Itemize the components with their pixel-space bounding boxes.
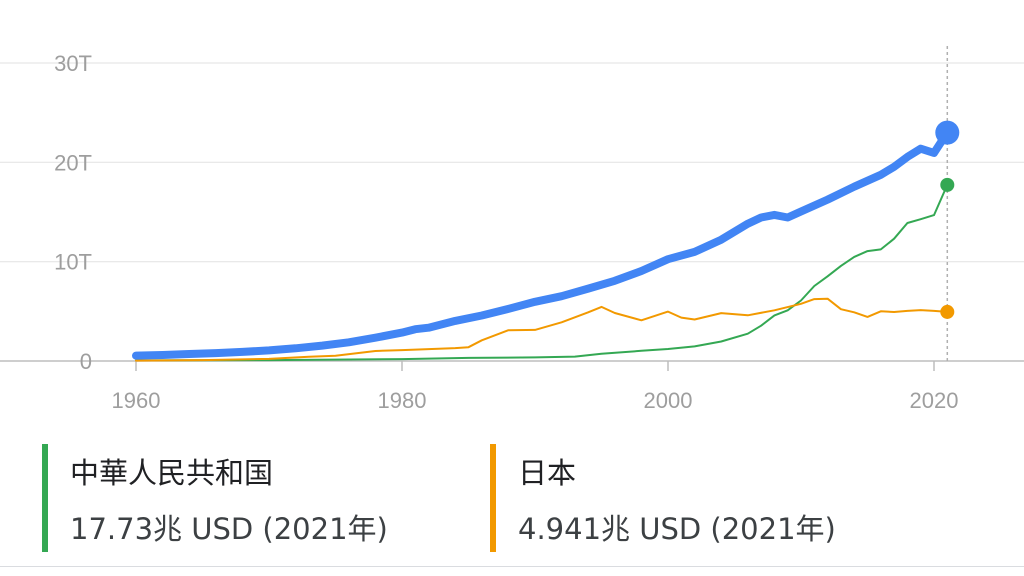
legend-color-bar-japan (490, 444, 496, 552)
legend-value-china: 17.73兆 USD (2021年) (70, 512, 388, 546)
x-tick-label-1980: 1980 (378, 388, 427, 413)
legend-name-japan: 日本 (518, 456, 577, 490)
series-line-china (135, 183, 949, 362)
legend-name-china: 中華人民共和国 (70, 456, 274, 490)
series-endpoint-japan (940, 304, 955, 319)
y-tick-label-10: 10T (54, 250, 92, 275)
legend-value-japan: 4.941兆 USD (2021年) (518, 512, 836, 546)
x-tick-label-1960: 1960 (112, 388, 161, 413)
legend-item-china[interactable]: 中華人民共和国 17.73兆 USD (2021年) (42, 440, 462, 552)
x-tick-label-2000: 2000 (644, 388, 693, 413)
legend-color-bar-china (42, 444, 48, 552)
y-tick-label-0: 0 (80, 349, 92, 374)
y-tick-label-30: 30T (54, 51, 92, 76)
x-axis: 1960 1980 2000 2020 (112, 361, 959, 413)
y-tick-label-20: 20T (54, 150, 92, 175)
series-line-blue (132, 128, 952, 360)
legend-item-japan[interactable]: 日本 4.941兆 USD (2021年) (490, 440, 910, 552)
series-line-japan (135, 297, 949, 362)
chart-series[interactable] (132, 120, 960, 362)
series-endpoint-blue (935, 120, 960, 145)
bottom-divider (0, 566, 1024, 567)
y-axis: 0 10T 20T 30T (54, 51, 92, 374)
series-endpoint-china (940, 177, 955, 192)
x-tick-label-2020: 2020 (910, 388, 959, 413)
gdp-line-chart: 0 10T 20T 30T 1960 1980 2000 2020 (0, 46, 1024, 413)
